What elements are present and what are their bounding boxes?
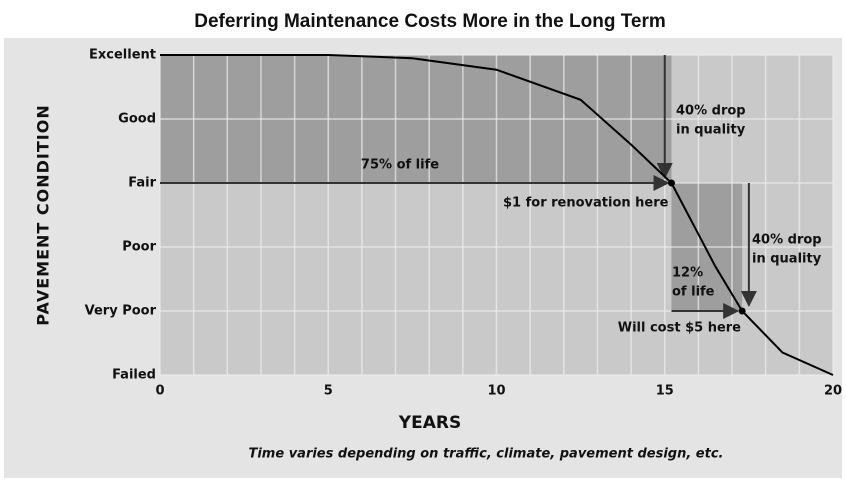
point (667, 179, 675, 187)
annotation: in quality (752, 252, 822, 267)
annotation: 40% drop (676, 104, 746, 119)
y-axis-label: PAVEMENT CONDITION (34, 104, 53, 325)
chart-title: Deferring Maintenance Costs More in the … (194, 11, 666, 32)
annotation: 40% drop (752, 233, 822, 248)
annotation: in quality (676, 123, 746, 138)
annotation: Will cost $5 here (618, 321, 741, 336)
point (738, 307, 746, 315)
y-tick-label: Very Poor (85, 304, 157, 319)
annotation: 12% (672, 266, 703, 281)
annotation: 75% of life (361, 158, 439, 173)
x-tick-label: 5 (324, 384, 333, 399)
y-tick-label: Good (118, 112, 156, 127)
x-axis-label: YEARS (398, 413, 461, 433)
annotation: $1 for renovation here (503, 196, 669, 211)
subtitle: Time varies depending on traffic, climat… (248, 447, 723, 462)
x-tick-label: 20 (824, 384, 842, 399)
annotation: of life (672, 285, 715, 300)
x-tick-label: 0 (155, 384, 164, 399)
y-tick-label: Fair (128, 176, 156, 191)
y-tick-label: Excellent (89, 48, 156, 63)
y-tick-label: Poor (122, 240, 156, 255)
y-tick-label: Failed (112, 368, 156, 383)
line (160, 54, 834, 376)
x-tick-label: 10 (487, 384, 505, 399)
x-tick-label: 15 (656, 384, 674, 399)
